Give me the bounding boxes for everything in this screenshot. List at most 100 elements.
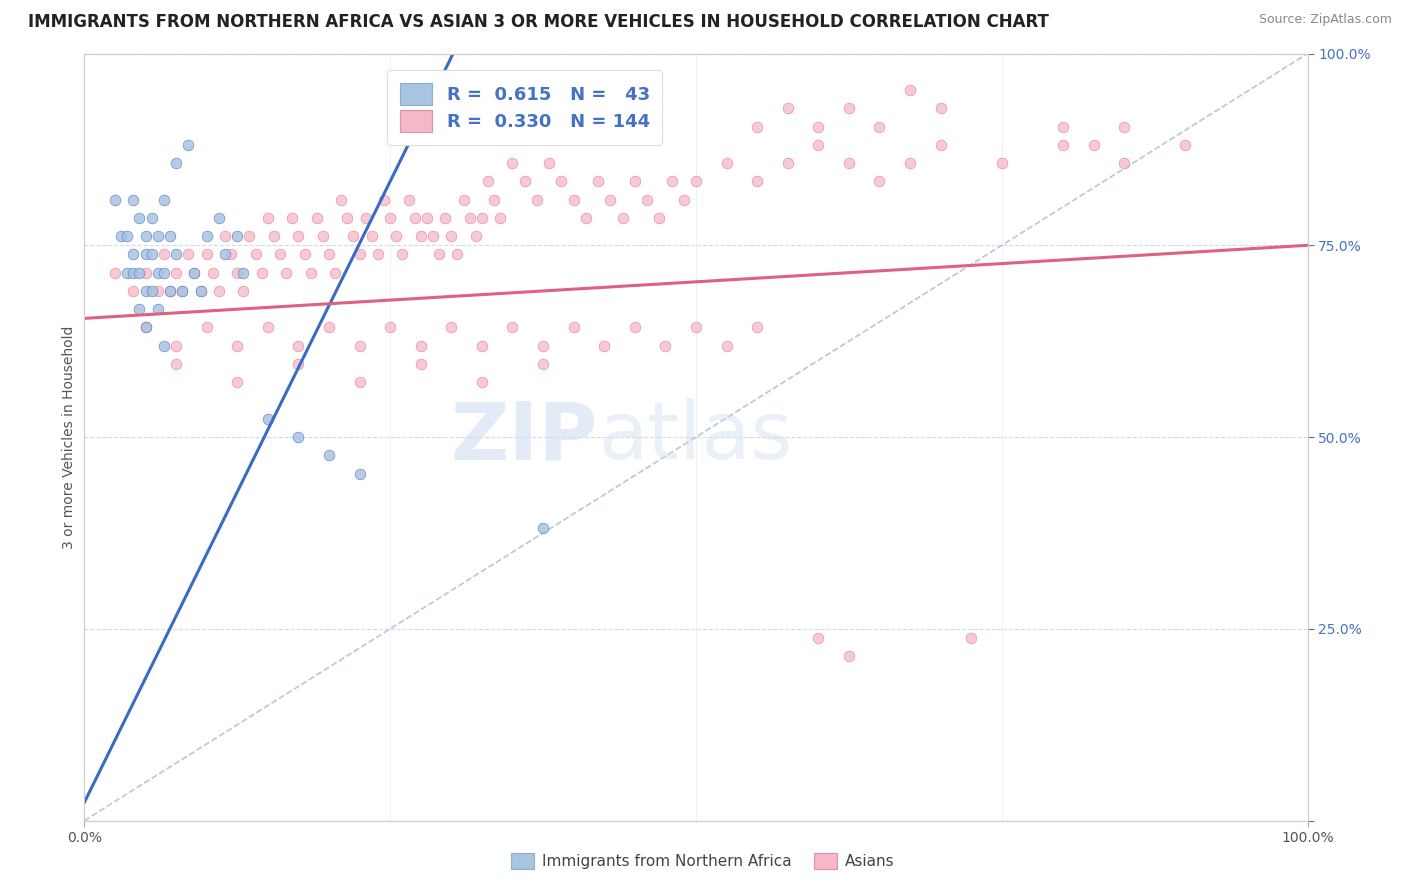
Point <box>153 266 176 280</box>
Point <box>141 247 163 261</box>
Point <box>183 266 205 280</box>
Point <box>807 631 830 645</box>
Point <box>1052 120 1074 134</box>
Point <box>807 120 830 134</box>
Point <box>323 266 346 280</box>
Point <box>464 229 486 244</box>
Point <box>648 211 671 225</box>
Point <box>312 229 335 244</box>
Point <box>471 211 494 225</box>
Point <box>165 339 187 353</box>
Point <box>165 357 187 371</box>
Point <box>612 211 634 225</box>
Point <box>287 339 309 353</box>
Text: ZIP: ZIP <box>451 398 598 476</box>
Point <box>238 229 260 244</box>
Point <box>349 339 371 353</box>
Point <box>747 174 769 188</box>
Point <box>232 284 254 298</box>
Point <box>422 229 444 244</box>
Point <box>349 376 371 390</box>
Point <box>128 302 150 317</box>
Point <box>531 357 554 371</box>
Point <box>538 156 561 170</box>
Point <box>531 339 554 353</box>
Point <box>776 156 799 170</box>
Point <box>453 193 475 207</box>
Point <box>898 156 921 170</box>
Point <box>208 284 231 298</box>
Point <box>141 211 163 225</box>
Point <box>458 211 481 225</box>
Point <box>190 284 212 298</box>
Point <box>440 229 463 244</box>
Point <box>562 320 585 334</box>
Point <box>146 302 169 317</box>
Point <box>183 266 205 280</box>
Point <box>575 211 598 225</box>
Point <box>122 266 145 280</box>
Point <box>747 120 769 134</box>
Point <box>440 101 463 115</box>
Point <box>305 211 328 225</box>
Point <box>1114 120 1136 134</box>
Point <box>208 211 231 225</box>
Point <box>318 247 340 261</box>
Point <box>807 137 830 152</box>
Point <box>373 193 395 207</box>
Point <box>135 229 157 244</box>
Point <box>287 430 309 444</box>
Point <box>159 284 181 298</box>
Point <box>685 320 707 334</box>
Point <box>115 266 138 280</box>
Point <box>226 376 249 390</box>
Point <box>195 320 218 334</box>
Point <box>146 266 169 280</box>
Point <box>661 174 683 188</box>
Point <box>654 339 676 353</box>
Point <box>838 649 860 664</box>
Point <box>409 229 432 244</box>
Point <box>404 211 426 225</box>
Point <box>104 193 127 207</box>
Point <box>122 284 145 298</box>
Point <box>434 211 457 225</box>
Point <box>250 266 273 280</box>
Point <box>128 266 150 280</box>
Point <box>135 247 157 261</box>
Point <box>294 247 316 261</box>
Point <box>416 211 439 225</box>
Point <box>287 229 309 244</box>
Point <box>354 211 377 225</box>
Point <box>526 193 548 207</box>
Point <box>1174 137 1197 152</box>
Point <box>929 101 952 115</box>
Point <box>409 357 432 371</box>
Point <box>636 193 658 207</box>
Point <box>287 357 309 371</box>
Point <box>360 229 382 244</box>
Point <box>122 193 145 207</box>
Point <box>685 174 707 188</box>
Point <box>776 101 799 115</box>
Point <box>502 320 524 334</box>
Point <box>513 174 536 188</box>
Point <box>177 247 200 261</box>
Point <box>232 266 254 280</box>
Point <box>153 339 176 353</box>
Text: atlas: atlas <box>598 398 793 476</box>
Point <box>153 193 176 207</box>
Point <box>599 193 621 207</box>
Point <box>104 266 127 280</box>
Point <box>195 229 218 244</box>
Point <box>153 247 176 261</box>
Point <box>991 156 1014 170</box>
Point <box>146 229 169 244</box>
Point <box>391 247 413 261</box>
Point <box>409 339 432 353</box>
Point <box>747 320 769 334</box>
Point <box>110 229 132 244</box>
Point <box>318 448 340 462</box>
Point <box>115 229 138 244</box>
Point <box>1083 137 1105 152</box>
